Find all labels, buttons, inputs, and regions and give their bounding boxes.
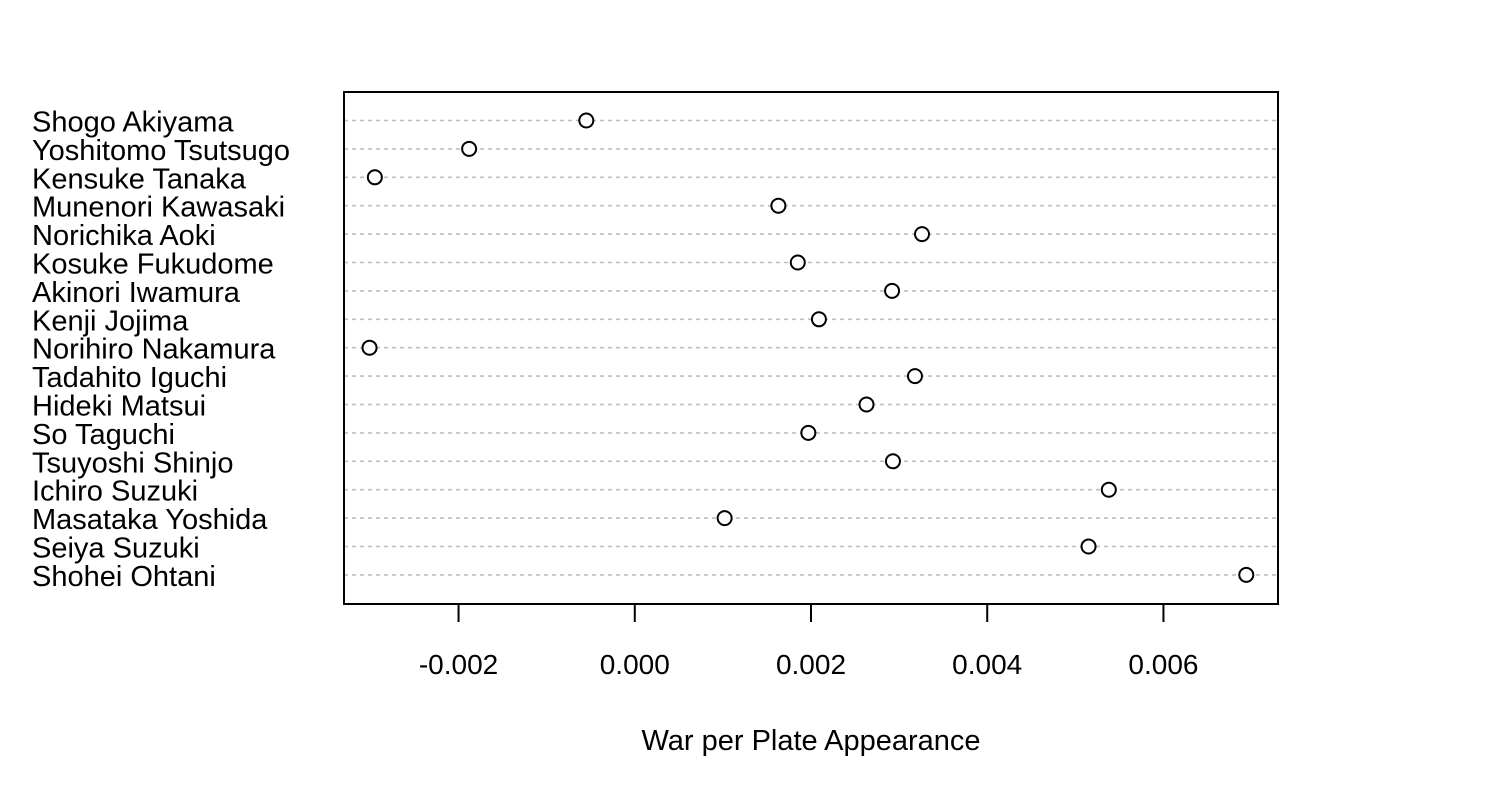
category-label: Norichika Aoki xyxy=(32,220,216,252)
category-label: Kenji Jojima xyxy=(32,305,189,337)
x-tick-label: 0.002 xyxy=(776,649,846,680)
data-point xyxy=(884,453,901,470)
category-label: Ichiro Suzuki xyxy=(32,476,198,508)
category-label: Hideki Matsui xyxy=(32,391,206,423)
category-label: Norihiro Nakamura xyxy=(32,334,276,366)
x-axis: -0.002 0.000 0.002 0.004 0.006 xyxy=(419,603,1198,680)
row-guide-lines xyxy=(344,119,1278,576)
x-tick-label: 0.004 xyxy=(952,649,1022,680)
x-tick-label: -0.002 xyxy=(419,649,498,680)
data-point xyxy=(884,282,901,299)
data-point xyxy=(789,254,806,271)
data-point xyxy=(906,368,923,385)
category-label: Shohei Ohtani xyxy=(32,561,216,593)
data-point xyxy=(914,226,931,243)
data-point xyxy=(1238,566,1255,583)
data-point xyxy=(770,197,787,214)
category-label: Akinori Iwamura xyxy=(32,277,241,309)
data-point xyxy=(578,112,595,129)
x-axis-title: War per Plate Appearance xyxy=(641,725,980,757)
data-point xyxy=(361,339,378,356)
data-point xyxy=(800,424,817,441)
data-point xyxy=(366,169,383,186)
data-point xyxy=(1080,538,1097,555)
data-point xyxy=(810,311,827,328)
category-label: Kosuke Fukudome xyxy=(32,249,274,281)
data-point xyxy=(716,510,733,527)
category-label: Yoshitomo Tsutsugo xyxy=(32,135,290,167)
data-point xyxy=(1100,481,1117,498)
category-label: Munenori Kawasaki xyxy=(32,192,285,224)
category-label: Shogo Akiyama xyxy=(32,107,234,139)
category-label: Tsuyoshi Shinjo xyxy=(32,447,234,479)
category-label: Seiya Suzuki xyxy=(32,533,200,565)
category-label: Tadahito Iguchi xyxy=(32,362,227,394)
x-tick-label: 0.000 xyxy=(600,649,670,680)
category-label: So Taguchi xyxy=(32,419,175,451)
x-tick-label: 0.006 xyxy=(1128,649,1198,680)
data-point xyxy=(461,140,478,157)
category-label: Masataka Yoshida xyxy=(32,504,268,536)
data-points xyxy=(361,112,1255,583)
category-label: Kensuke Tanaka xyxy=(32,163,247,195)
data-point xyxy=(858,396,875,413)
